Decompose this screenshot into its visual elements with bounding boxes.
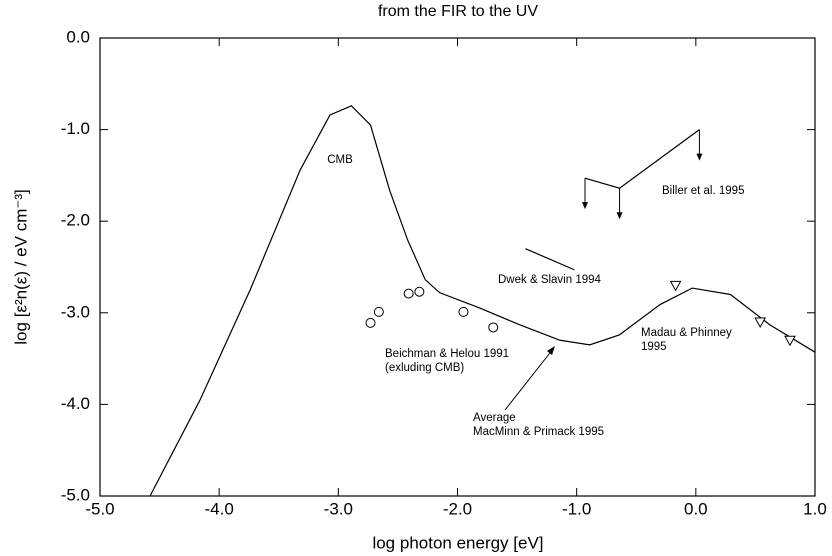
- x-tick-label: -5.0: [85, 499, 114, 518]
- x-tick-label: 1.0: [803, 499, 827, 518]
- upper-limit-arrowhead: [696, 153, 703, 161]
- annotation: Beichman & Helou 1991: [385, 348, 509, 360]
- annotation: Madau & Phinney: [641, 327, 732, 339]
- data-point: [669, 280, 682, 292]
- chart-title: from the FIR to the UV: [378, 3, 538, 20]
- annotation: MacMinn & Primack 1995: [473, 426, 604, 438]
- annotation: 1995: [641, 341, 667, 353]
- y-tick-label: -4.0: [61, 394, 90, 413]
- x-tick-label: 0.0: [684, 499, 708, 518]
- y-tick-label: -1.0: [61, 119, 90, 138]
- series-line: [525, 248, 575, 271]
- annotation: (exluding CMB): [385, 362, 464, 374]
- data-point: [458, 306, 469, 317]
- data-point: [403, 288, 414, 299]
- annotation: Biller et al. 1995: [662, 185, 744, 197]
- annotation-arrow: [504, 348, 554, 411]
- annotation: CMB: [327, 154, 353, 166]
- data-point: [365, 317, 376, 328]
- y-axis-label: log [ε²n(ε) / eV cm⁻³]: [11, 189, 30, 344]
- x-tick-label: -1.0: [562, 499, 591, 518]
- y-tick-label: 0.0: [66, 27, 90, 46]
- data-point: [373, 306, 384, 317]
- x-tick-label: -4.0: [205, 499, 234, 518]
- y-tick-label: -2.0: [61, 211, 90, 230]
- x-tick-label: -3.0: [324, 499, 353, 518]
- upper-limit-arrowhead: [582, 202, 589, 210]
- x-axis-label: log photon energy [eV]: [372, 533, 543, 552]
- y-tick-label: -5.0: [61, 485, 90, 504]
- upper-limit-arrowhead: [616, 212, 623, 220]
- data-point: [488, 322, 499, 333]
- data-point: [784, 335, 796, 347]
- series-line: [584, 129, 700, 189]
- x-tick-label: -2.0: [443, 499, 472, 518]
- data-point: [414, 286, 425, 297]
- plot-frame: [99, 37, 816, 497]
- data-point: [754, 317, 767, 328]
- annotation: Average: [473, 412, 516, 424]
- annotation: Dwek & Slavin 1994: [498, 274, 602, 286]
- annotation-arrowhead: [547, 346, 555, 355]
- y-tick-label: -3.0: [61, 302, 90, 321]
- series-line: [149, 105, 816, 497]
